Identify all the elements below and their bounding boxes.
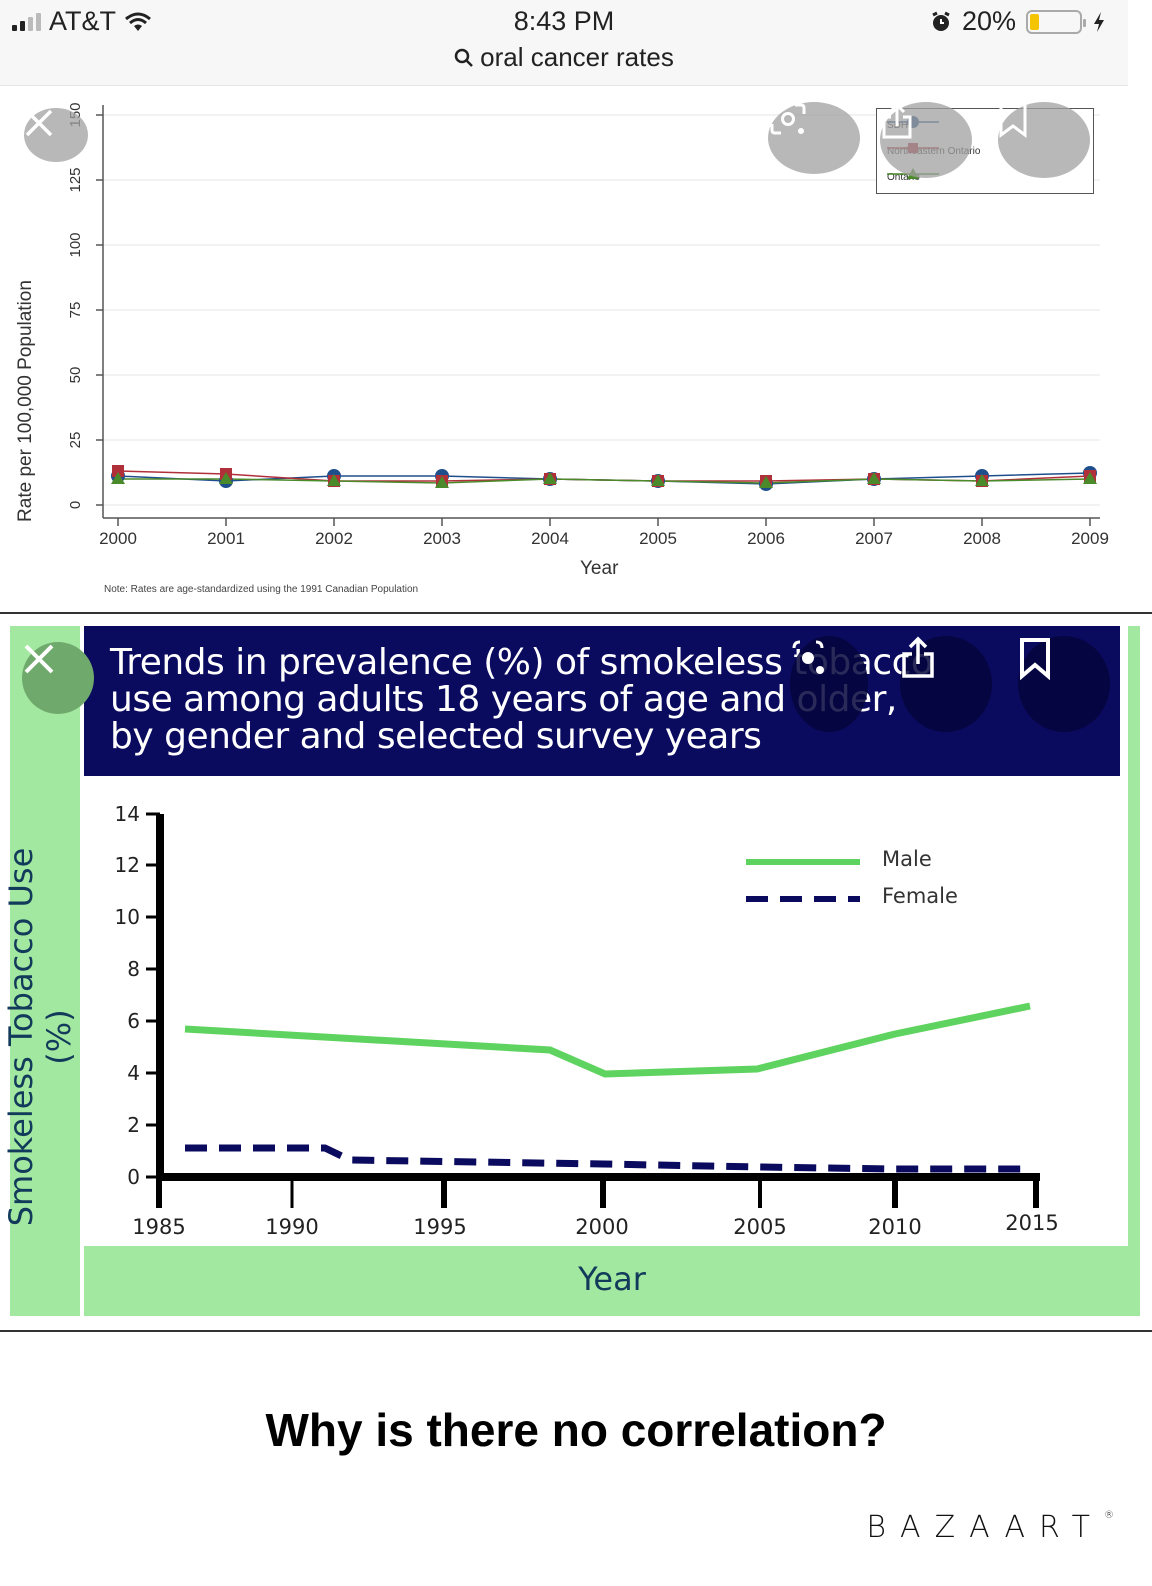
legend-female: Female [882,884,958,908]
svg-text:2000: 2000 [575,1215,628,1239]
svg-text:2007: 2007 [855,529,893,548]
svg-text:2000: 2000 [99,529,137,548]
bookmark-icon [1020,638,1050,680]
charging-icon [1094,11,1104,32]
svg-text:12: 12 [115,853,140,877]
share-icon [902,636,934,678]
svg-text:0: 0 [67,501,84,509]
svg-text:2: 2 [127,1113,140,1137]
chart1-note: Note: Rates are age-standardized using t… [104,584,419,595]
status-bar: AT&T 8:43 PM oral cancer rates 20% [0,0,1128,86]
search-query: oral cancer rates [480,42,674,72]
close-icon [25,109,53,137]
bookmark-icon [999,103,1027,138]
right-band [1128,626,1140,1316]
bookmark-button-2[interactable] [1018,636,1110,732]
question-caption: Why is there no correlation? [265,1404,887,1456]
svg-text:2001: 2001 [207,529,245,548]
battery-percent: 20% [961,6,1016,36]
svg-text:2008: 2008 [963,529,1001,548]
visual-search-button[interactable] [768,102,860,174]
signal-icon [12,12,41,31]
svg-text:2004: 2004 [531,529,569,548]
svg-text:1985: 1985 [132,1215,185,1239]
svg-text:1990: 1990 [265,1215,318,1239]
close-button-2[interactable] [22,642,94,714]
chart1-y-axis-label: Rate per 100,000 Population [15,280,36,522]
carrier-label: AT&T [49,6,116,36]
svg-text:6: 6 [127,1009,140,1033]
share-icon [882,102,912,139]
svg-text:2006: 2006 [747,529,785,548]
svg-text:1995: 1995 [413,1215,466,1239]
close-button[interactable] [24,108,88,162]
x-axis-band: Year [84,1246,1140,1316]
legend-male: Male [882,847,932,871]
smokeless-tobacco-chart[interactable]: Trends in prevalence (%) of smokeless to… [0,612,1152,1332]
watermark-logo: BAZAART® [866,1510,1114,1545]
lens-icon [792,640,824,674]
search-icon [454,48,474,67]
wifi-icon [125,12,151,31]
share-button[interactable] [880,102,972,178]
svg-text:0: 0 [127,1165,140,1189]
lens-icon [770,103,806,135]
bookmark-button[interactable] [998,102,1090,178]
series-sdhu [117,472,1091,485]
y-axis-band [10,626,80,1316]
svg-text:2005: 2005 [639,529,677,548]
svg-text:100: 100 [67,232,84,257]
svg-text:8: 8 [127,957,140,981]
share-button-2[interactable] [900,636,992,732]
svg-text:125: 125 [67,167,84,192]
svg-text:75: 75 [67,302,84,319]
svg-text:2002: 2002 [315,529,353,548]
chart1-x-axis-label: Year [580,558,619,579]
alarm-icon [932,11,950,31]
svg-text:2015: 2015 [1005,1211,1058,1235]
close-icon [24,644,54,674]
svg-text:2009: 2009 [1071,529,1109,548]
svg-text:25: 25 [67,432,84,449]
svg-text:2005: 2005 [733,1215,786,1239]
battery-icon [1026,9,1086,34]
svg-text:2003: 2003 [423,529,461,548]
clock: 8:43 PM [513,6,615,36]
chart2-x-axis-label: Year [578,1260,646,1298]
series-male [184,1002,1031,1078]
search-query-pill[interactable]: oral cancer rates [0,42,1128,73]
svg-text:2010: 2010 [868,1215,921,1239]
series-ontario [118,478,1091,484]
svg-text:50: 50 [67,367,84,384]
svg-text:4: 4 [127,1061,140,1085]
svg-text:10: 10 [115,905,140,929]
series-female [185,1144,1030,1173]
svg-text:14: 14 [115,802,140,826]
legend-ontario: Ontario [887,171,920,183]
visual-search-button-2[interactable] [790,636,868,732]
